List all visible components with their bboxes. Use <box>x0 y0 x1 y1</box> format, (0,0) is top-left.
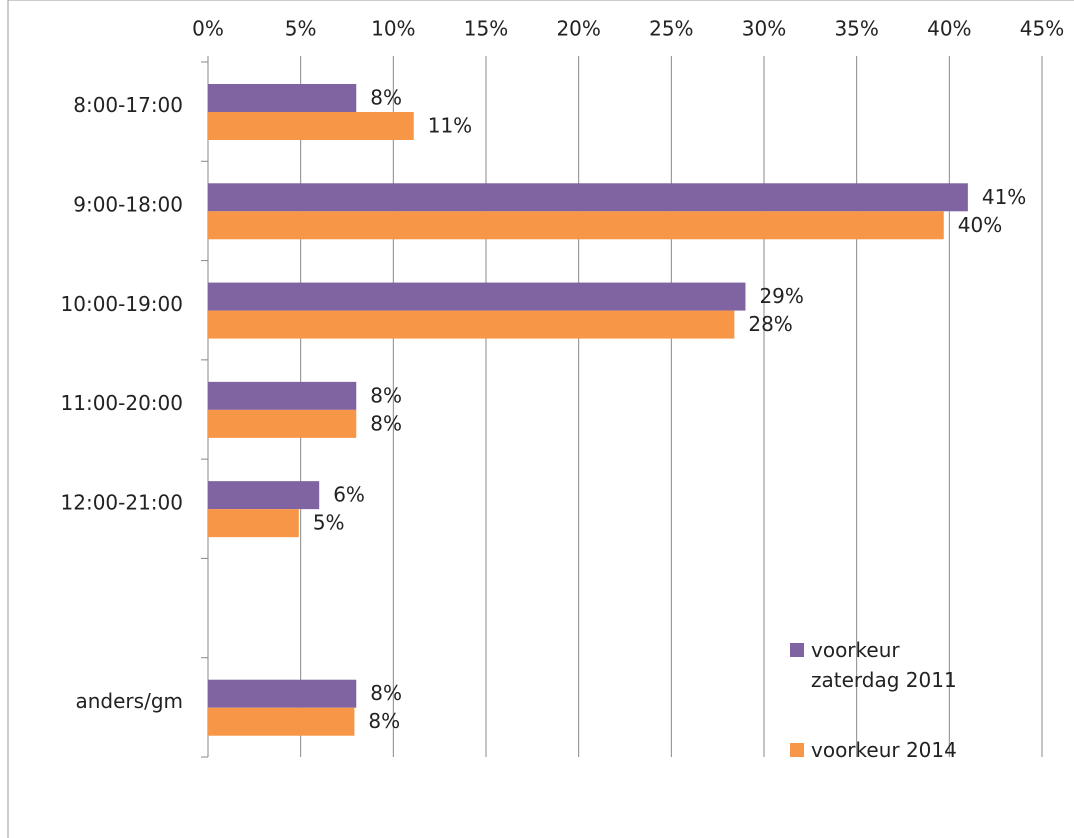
data-label: 29% <box>759 284 803 308</box>
x-tick-label: 40% <box>927 17 971 41</box>
bar <box>208 84 357 112</box>
bar <box>208 509 299 538</box>
y-tick-label: 12:00-21:00 <box>61 490 184 514</box>
data-label: 28% <box>748 312 792 336</box>
bar <box>208 481 320 510</box>
legend-swatch <box>790 643 804 657</box>
data-label: 6% <box>333 483 365 507</box>
x-tick-label: 20% <box>556 17 600 41</box>
bar <box>208 707 355 736</box>
data-label: 8% <box>370 681 402 705</box>
data-label: 8% <box>370 86 402 110</box>
data-label: 8% <box>370 383 402 407</box>
bar <box>208 211 944 240</box>
data-label: 8% <box>368 709 400 733</box>
legend-label: voorkeur zaterdag 2011 <box>811 638 957 692</box>
legend-swatch <box>790 743 804 757</box>
x-tick-label: 5% <box>285 17 317 41</box>
data-label: 11% <box>428 114 472 138</box>
data-label: 8% <box>370 411 402 435</box>
x-tick-label: 35% <box>834 17 878 41</box>
y-tick-label: 8:00-17:00 <box>73 93 183 117</box>
y-tick-label: anders/gm <box>76 689 184 713</box>
data-label: 40% <box>958 213 1002 237</box>
y-tick-label: 10:00-19:00 <box>61 292 184 316</box>
bar <box>208 112 414 140</box>
bar <box>208 409 357 438</box>
bar <box>208 381 357 410</box>
y-tick-label: 11:00-20:00 <box>61 391 184 415</box>
bar <box>208 310 735 339</box>
x-tick-label: 45% <box>1020 17 1064 41</box>
y-tick-label: 9:00-18:00 <box>73 192 183 216</box>
x-tick-label: 0% <box>192 17 224 41</box>
legend-label: voorkeur 2014 <box>811 738 957 762</box>
data-label: 5% <box>313 511 345 535</box>
x-tick-label: 15% <box>464 17 508 41</box>
bar <box>208 679 357 708</box>
frame <box>7 0 1074 838</box>
x-tick-label: 25% <box>649 17 693 41</box>
bar <box>208 183 968 212</box>
bar <box>208 282 746 311</box>
x-tick-label: 30% <box>742 17 786 41</box>
x-tick-label: 10% <box>371 17 415 41</box>
data-label: 41% <box>982 185 1026 209</box>
